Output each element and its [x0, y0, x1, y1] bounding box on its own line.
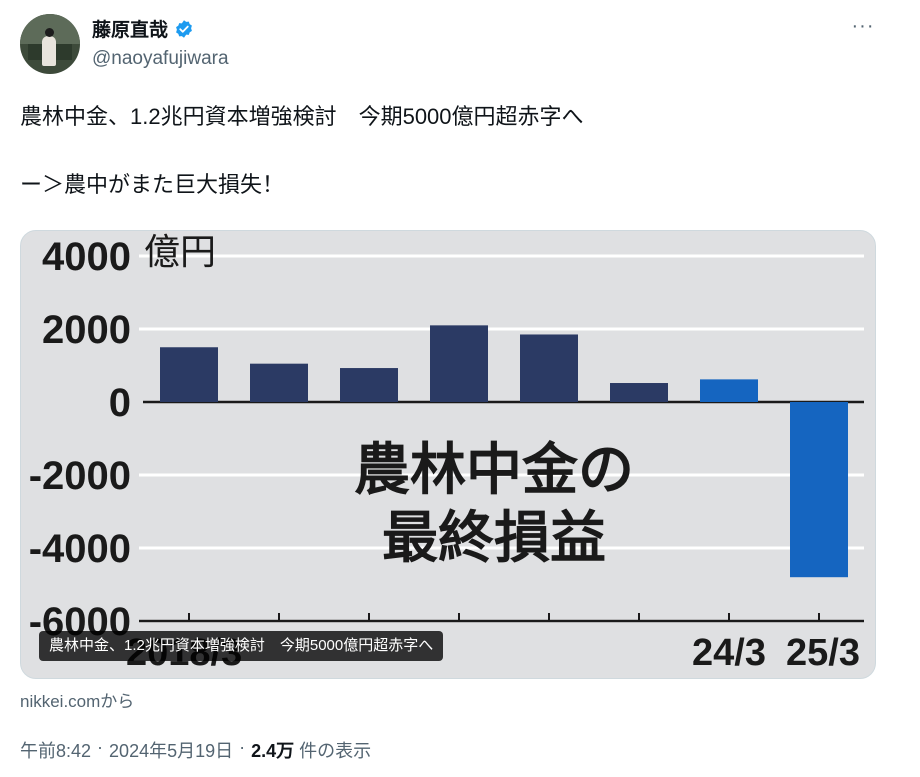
- avatar[interactable]: [20, 14, 80, 74]
- views-count: 2.4万: [251, 741, 295, 761]
- tweet-time[interactable]: 午前8:42: [20, 741, 92, 761]
- meta-separator: ·: [239, 737, 246, 757]
- y-tick-label: -4000: [29, 527, 131, 571]
- bar: [520, 334, 578, 402]
- bar: [340, 368, 398, 402]
- bar: [160, 347, 218, 402]
- verified-badge-icon: [174, 19, 194, 39]
- chart-title-line: 最終損益: [382, 506, 606, 571]
- loss-bar-chart: 400020000-2000-4000-6000億円2018/324/325/3…: [29, 232, 864, 674]
- avatar-head: [45, 28, 54, 37]
- more-options-button[interactable]: ···: [851, 15, 875, 37]
- bar: [790, 402, 848, 578]
- display-name[interactable]: 藤原直哉: [92, 20, 169, 41]
- views-label: 件の表示: [299, 741, 372, 761]
- bar: [610, 383, 668, 402]
- y-tick-label: 2000: [42, 308, 131, 352]
- bar: [250, 363, 308, 402]
- user-handle[interactable]: @naoyafujiwara: [92, 48, 229, 69]
- y-unit-label: 億円: [144, 232, 216, 273]
- tweet-meta: 午前8:42 · 2024年5月19日 · 2.4万 件の表示: [20, 737, 371, 763]
- media-card[interactable]: 400020000-2000-4000-6000億円2018/324/325/3…: [20, 230, 876, 679]
- meta-separator: ·: [97, 737, 104, 757]
- media-caption: 農林中金、1.2兆円資本増強検討 今期5000億円超赤字へ: [39, 631, 444, 661]
- bar: [430, 325, 488, 402]
- display-name-row[interactable]: 藤原直哉: [92, 15, 194, 42]
- y-tick-label: 4000: [42, 235, 131, 279]
- y-tick-label: -2000: [29, 454, 131, 498]
- x-tick-label: 25/3: [786, 632, 860, 674]
- x-tick-label: 24/3: [692, 632, 766, 674]
- chart-title-line: 農林中金の: [354, 438, 634, 503]
- source-link[interactable]: nikkei.comから: [20, 692, 135, 711]
- avatar-person: [42, 36, 56, 66]
- tweet-text: 農林中金、1.2兆円資本増強検討 今期5000億円超赤字へ ー＞農中がまた巨大損…: [20, 104, 584, 197]
- tweet-date[interactable]: 2024年5月19日: [109, 741, 234, 761]
- y-tick-label: 0: [109, 381, 131, 425]
- bar: [700, 379, 758, 402]
